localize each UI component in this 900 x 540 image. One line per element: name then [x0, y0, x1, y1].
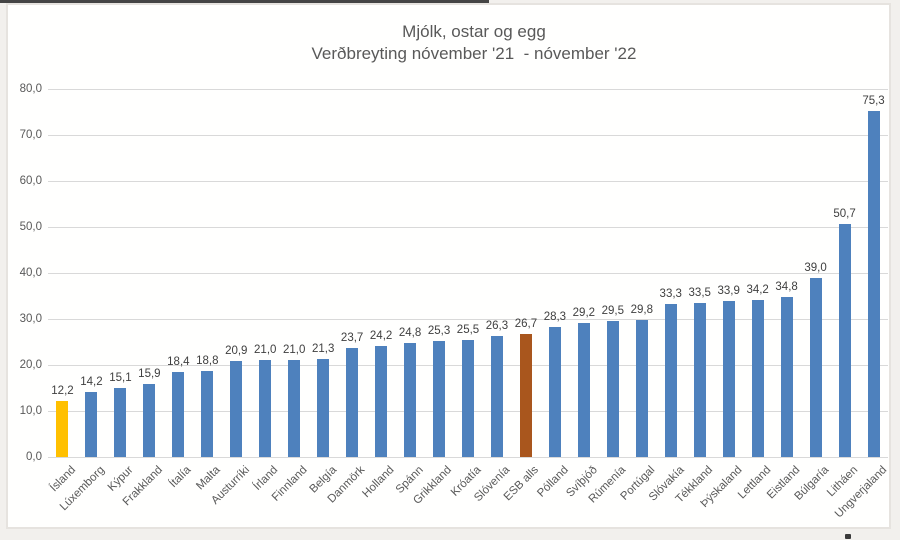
- bar-eistland: [780, 296, 793, 457]
- bar-lettland: [751, 299, 764, 457]
- x-tick-label: Holland: [360, 464, 397, 501]
- bar-grikkland: [433, 340, 446, 457]
- bar-holland: [375, 345, 388, 457]
- y-tick-label: 0,0: [26, 451, 42, 463]
- bar-value-label: 23,7: [340, 331, 364, 344]
- gridline: [48, 457, 888, 458]
- chart-title-block: Mjólk, ostar og egg Verðbreyting nóvembe…: [54, 21, 894, 65]
- chart-card: Mjólk, ostar og egg Verðbreyting nóvembe…: [6, 3, 891, 529]
- bar-value-label: 39,0: [804, 261, 827, 274]
- bar-value-label: 26,7: [514, 318, 538, 331]
- y-tick-label: 30,0: [19, 313, 42, 325]
- bar-value-label: 33,9: [717, 285, 740, 298]
- y-tick-label: 40,0: [19, 267, 42, 279]
- x-tick-label: Ungverjaland: [832, 464, 890, 521]
- bar-value-label: 26,3: [485, 320, 509, 333]
- plot-area: 12,2 Ísland 14,2 Lúxemborg 15,1 Kýpur 15,9 Frak…: [48, 89, 889, 520]
- bar-svíþjóð: [577, 322, 590, 457]
- y-tick-label: 70,0: [19, 129, 42, 141]
- gridline: [48, 135, 888, 136]
- x-tick-label: Pólland: [534, 464, 571, 500]
- bar-frakkland: [143, 383, 156, 457]
- gridline: [48, 273, 888, 274]
- bar-value-label: 28,3: [543, 310, 567, 323]
- bar-lúxemborg: [85, 391, 98, 457]
- bar-ísland: [56, 400, 69, 457]
- chart-title: Mjólk, ostar og egg: [402, 22, 546, 41]
- bar-value-label: 21,0: [254, 344, 277, 357]
- bar-value-label: 29,8: [630, 303, 653, 316]
- gridline: [48, 227, 888, 228]
- bar-kýpur: [114, 387, 127, 457]
- bar-danmörk: [346, 347, 359, 457]
- bar-esb-alls: [519, 334, 532, 457]
- bar-króatía: [462, 339, 474, 457]
- y-axis-labels: 0,0 10,0 20,0 30,0 40,0 50,0 60,0 70,0 80,0: [10, 83, 42, 463]
- bar-belgía: [317, 359, 330, 457]
- bar-value-label: 24,8: [398, 326, 422, 339]
- bar-ungverjaland: [867, 110, 880, 457]
- bar-þýskaland: [722, 301, 735, 457]
- gridline: [48, 181, 888, 182]
- bar-value-label: 24,2: [369, 329, 393, 342]
- cropped-text-fragment: [845, 534, 851, 539]
- bar-spánn: [404, 342, 417, 457]
- bar-finnland: [288, 360, 301, 457]
- bar-value-label: 33,5: [688, 286, 711, 299]
- bar-value-label: 25,5: [456, 323, 480, 336]
- bar-value-label: 25,3: [427, 324, 451, 337]
- bar-litháen: [838, 223, 851, 457]
- bar-portúgal: [635, 319, 648, 457]
- bar-value-label: 21,3: [311, 343, 335, 356]
- bar-búlgaría: [809, 277, 822, 457]
- x-tick-label: Ítalía: [167, 464, 194, 491]
- y-tick-label: 20,0: [19, 359, 42, 371]
- top-border-line: [0, 0, 489, 3]
- gridline: [48, 319, 888, 320]
- y-tick-label: 50,0: [19, 221, 42, 233]
- y-tick-label: 80,0: [19, 83, 42, 95]
- y-tick-label: 10,0: [19, 405, 42, 417]
- bar-value-label: 21,0: [283, 344, 306, 357]
- bar-slóvenía: [490, 336, 503, 457]
- bar-rúmenía: [606, 321, 619, 457]
- bar-slóvakía: [664, 303, 677, 457]
- bar-malta: [201, 370, 214, 457]
- bar-pólland: [548, 326, 561, 457]
- bar-value-label: 75,3: [862, 94, 885, 107]
- bar-value-label: 33,3: [659, 287, 682, 300]
- bar-value-label: 34,8: [775, 280, 798, 293]
- bar-value-label: 20,9: [225, 344, 248, 357]
- bar-value-label: 34,2: [746, 283, 769, 296]
- bar-value-label: 14,2: [80, 375, 103, 388]
- bar-tékkland: [693, 302, 706, 457]
- bar-value-label: 15,1: [109, 371, 132, 384]
- bar-value-label: 15,9: [138, 367, 161, 380]
- bar-value-label: 18,8: [196, 354, 219, 367]
- bar-írland: [259, 360, 272, 457]
- bar-value-label: 12,2: [51, 384, 74, 397]
- bar-value-label: 29,2: [572, 306, 596, 319]
- chart-subtitle: Verðbreyting nóvember '21 - nóvember '22: [311, 44, 637, 63]
- bar-ítalía: [172, 372, 185, 457]
- gridline: [48, 89, 888, 90]
- bar-value-label: 29,5: [601, 305, 625, 318]
- bar-value-label: 50,7: [833, 207, 856, 220]
- bar-value-label: 18,4: [167, 356, 190, 369]
- y-tick-label: 60,0: [19, 175, 42, 187]
- bar-austurríki: [230, 360, 243, 457]
